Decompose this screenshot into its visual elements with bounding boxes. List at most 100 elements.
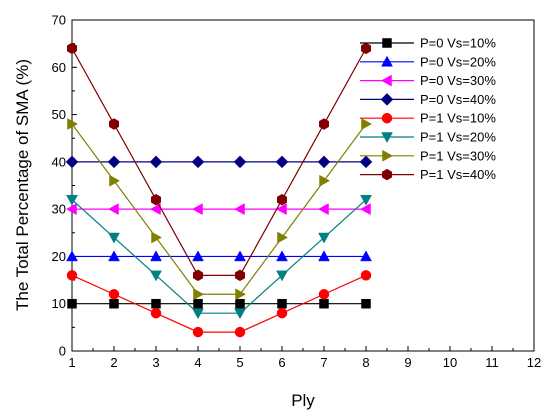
triangle-right-marker xyxy=(235,288,247,301)
x-tick-label: 4 xyxy=(194,355,201,370)
y-axis-title: The Total Percentage of SMA (%) xyxy=(13,59,32,311)
legend-label: P=0 Vs=20% xyxy=(420,54,496,69)
y-tick-label: 20 xyxy=(52,249,66,264)
x-tick-label: 7 xyxy=(320,355,327,370)
legend-label: P=1 Vs=30% xyxy=(420,148,496,163)
triangle-up-marker xyxy=(150,250,162,262)
plot-frame xyxy=(71,19,535,352)
hexagon-marker xyxy=(150,193,162,206)
y-tick-label: 0 xyxy=(59,344,66,359)
hexagon-marker xyxy=(381,168,393,181)
circle-marker xyxy=(108,289,120,300)
x-axis-title: Ply xyxy=(291,391,315,410)
diamond-marker xyxy=(107,155,121,169)
square-marker xyxy=(109,298,119,309)
x-tick-label: 1 xyxy=(68,355,75,370)
series xyxy=(65,203,371,216)
series xyxy=(66,194,372,320)
y-tick-label: 10 xyxy=(52,296,66,311)
x-tick-label: 10 xyxy=(443,355,457,370)
legend-label: P=1 Vs=10% xyxy=(420,111,496,126)
circle-marker xyxy=(234,326,246,338)
triangle-right-marker xyxy=(109,174,121,187)
diamond-marker xyxy=(233,155,247,169)
triangle-left-marker xyxy=(275,203,287,216)
triangle-down-marker xyxy=(66,194,78,206)
triangle-right-marker xyxy=(361,118,373,130)
series-line xyxy=(71,123,367,295)
circle-marker xyxy=(192,326,204,338)
circle-marker xyxy=(276,307,288,319)
square-marker xyxy=(67,298,77,309)
square-marker xyxy=(151,298,161,309)
series xyxy=(66,42,372,282)
circle-marker xyxy=(381,112,393,124)
triangle-right-marker xyxy=(67,118,79,130)
square-marker xyxy=(382,38,392,48)
triangle-down-marker xyxy=(192,308,204,320)
x-tick-label: 5 xyxy=(236,355,243,370)
triangle-left-marker xyxy=(359,203,371,216)
triangle-right-marker xyxy=(193,288,205,301)
triangle-right-marker xyxy=(319,174,331,187)
square-marker xyxy=(361,298,371,309)
triangle-down-marker xyxy=(318,232,330,244)
triangle-up-marker xyxy=(318,250,330,262)
triangle-right-marker xyxy=(382,149,394,162)
y-tick-label: 40 xyxy=(52,154,66,169)
y-tick-label: 50 xyxy=(52,107,66,122)
legend-item: P=0 Vs=20% xyxy=(360,54,496,69)
legend-label: P=0 Vs=30% xyxy=(420,73,496,88)
legend-item: P=0 Vs=10% xyxy=(360,36,496,51)
legend-item: P=0 Vs=40% xyxy=(360,92,496,107)
y-tick-label: 60 xyxy=(52,60,66,75)
square-marker xyxy=(319,298,329,309)
legend-label: P=0 Vs=40% xyxy=(420,92,496,107)
triangle-up-marker xyxy=(381,55,393,67)
diamond-marker xyxy=(149,155,163,169)
hexagon-marker xyxy=(318,118,330,130)
x-tick-label: 3 xyxy=(152,355,159,370)
series-line xyxy=(71,274,367,333)
hexagon-marker xyxy=(234,269,246,282)
diamond-marker xyxy=(380,93,394,106)
triangle-left-marker xyxy=(107,203,119,216)
triangle-down-marker xyxy=(234,308,246,320)
x-tick-label: 12 xyxy=(527,355,541,370)
legend-item: P=1 Vs=20% xyxy=(360,130,496,145)
diamond-marker xyxy=(191,155,205,169)
circle-marker xyxy=(360,270,372,281)
triangle-left-marker xyxy=(380,74,392,87)
triangle-down-marker xyxy=(108,232,120,244)
triangle-left-marker xyxy=(191,203,203,216)
triangle-down-marker xyxy=(276,270,288,282)
legend-item: P=1 Vs=30% xyxy=(360,148,496,163)
x-tick-label: 9 xyxy=(404,355,411,370)
triangle-down-marker xyxy=(150,270,162,282)
x-tick-label: 6 xyxy=(278,355,285,370)
x-tick-label: 8 xyxy=(362,355,369,370)
hexagon-marker xyxy=(108,118,120,130)
triangle-up-marker xyxy=(234,250,246,262)
y-tick-label: 30 xyxy=(52,202,66,217)
triangle-left-marker xyxy=(317,203,329,216)
triangle-up-marker xyxy=(192,250,204,262)
triangle-down-marker xyxy=(381,132,393,144)
triangle-up-marker xyxy=(360,250,372,262)
hexagon-marker xyxy=(66,42,78,55)
triangle-right-marker xyxy=(151,231,163,244)
series-group xyxy=(65,42,373,338)
legend-label: P=1 Vs=20% xyxy=(420,130,496,145)
series xyxy=(66,250,372,262)
y-tick-label: 70 xyxy=(52,13,66,28)
circle-marker xyxy=(150,307,162,319)
circle-marker xyxy=(66,270,78,281)
circle-marker xyxy=(318,289,330,300)
hexagon-marker xyxy=(360,42,372,55)
legend: P=0 Vs=10% P=0 Vs=20% P=0 Vs=30% P=0 Vs=40%… xyxy=(360,36,496,182)
triangle-down-marker xyxy=(360,194,372,206)
diamond-marker xyxy=(65,155,79,169)
